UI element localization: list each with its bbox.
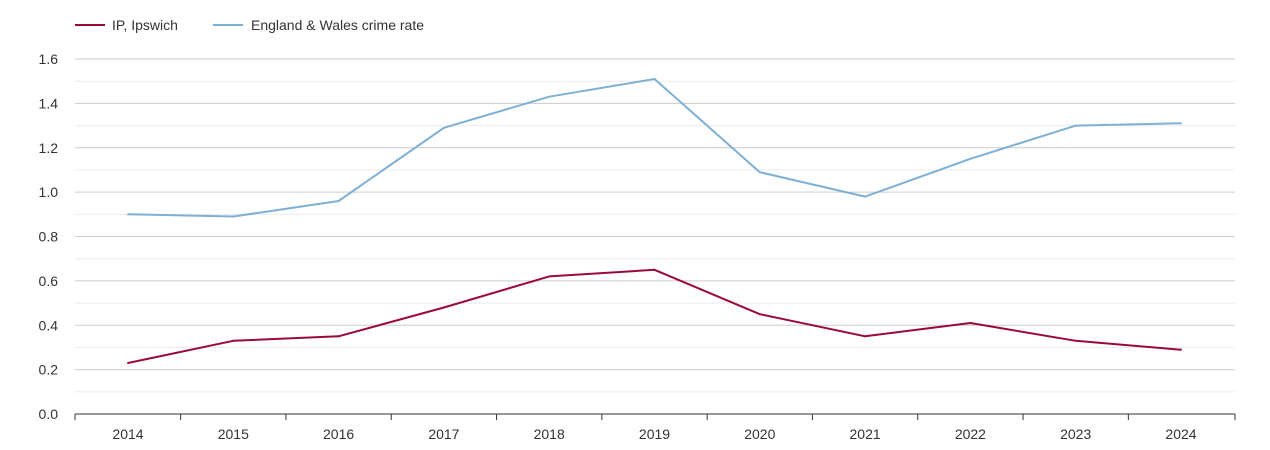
x-axis: 2014 2015 2016 2017 2018 2019 2020 2021 2022 2023… — [74, 413, 1236, 442]
data-point — [337, 335, 340, 338]
y-tick-label: 0.4 — [39, 317, 59, 333]
data-point — [127, 213, 129, 216]
data-point — [442, 126, 445, 129]
y-tick-label: 0.0 — [39, 406, 59, 422]
series-group — [127, 77, 1182, 364]
series-line-ipswich — [127, 268, 1182, 364]
legend-item-england-wales[interactable]: England & Wales crime rate — [213, 17, 424, 33]
x-tick-label: 2017 — [428, 426, 459, 442]
data-point — [653, 77, 656, 80]
data-point — [969, 322, 972, 325]
data-point — [969, 157, 972, 160]
gridlines — [75, 58, 1235, 393]
data-point — [442, 306, 445, 309]
data-point — [127, 361, 129, 364]
data-point — [232, 339, 235, 342]
y-tick-label: 1.2 — [39, 140, 59, 156]
data-point — [548, 95, 551, 98]
data-point — [337, 200, 340, 202]
data-point — [758, 171, 761, 174]
y-tick-label: 1.4 — [39, 95, 59, 111]
data-point — [864, 195, 867, 198]
data-point — [1074, 124, 1077, 127]
x-tick-label: 2019 — [639, 426, 670, 442]
x-tick-label: 2024 — [1165, 426, 1196, 442]
x-tick-label: 2016 — [323, 426, 354, 442]
x-tick-label: 2015 — [218, 426, 249, 442]
x-tick-label: 2023 — [1060, 426, 1091, 442]
legend-item-ipswich[interactable]: IP, Ipswich — [75, 17, 178, 33]
y-tick-label: 1.6 — [39, 51, 59, 67]
x-tick-label: 2020 — [744, 426, 775, 442]
y-tick-label: 1.0 — [39, 184, 59, 200]
x-tick-label: 2022 — [955, 426, 986, 442]
y-axis: 0.0 0.2 0.4 0.6 0.8 1.0 1.2 1.4 1.6 — [39, 51, 59, 422]
legend-label-ipswich: IP, Ipswich — [112, 17, 178, 33]
data-point — [232, 215, 235, 218]
data-point — [1074, 339, 1077, 342]
y-tick-label: 0.6 — [39, 273, 59, 289]
legend: IP, Ipswich England & Wales crime rate — [75, 17, 424, 33]
data-point — [1180, 348, 1182, 351]
data-point — [548, 275, 551, 278]
y-tick-label: 0.2 — [39, 362, 59, 378]
x-tick-label: 2018 — [534, 426, 565, 442]
data-point — [864, 335, 867, 338]
legend-label-england-wales: England & Wales crime rate — [251, 17, 424, 33]
data-point — [1180, 122, 1182, 125]
y-tick-label: 0.8 — [39, 229, 59, 245]
data-point — [653, 268, 656, 271]
data-point — [758, 313, 761, 316]
x-tick-label: 2021 — [850, 426, 881, 442]
x-tick-label: 2014 — [112, 426, 143, 442]
